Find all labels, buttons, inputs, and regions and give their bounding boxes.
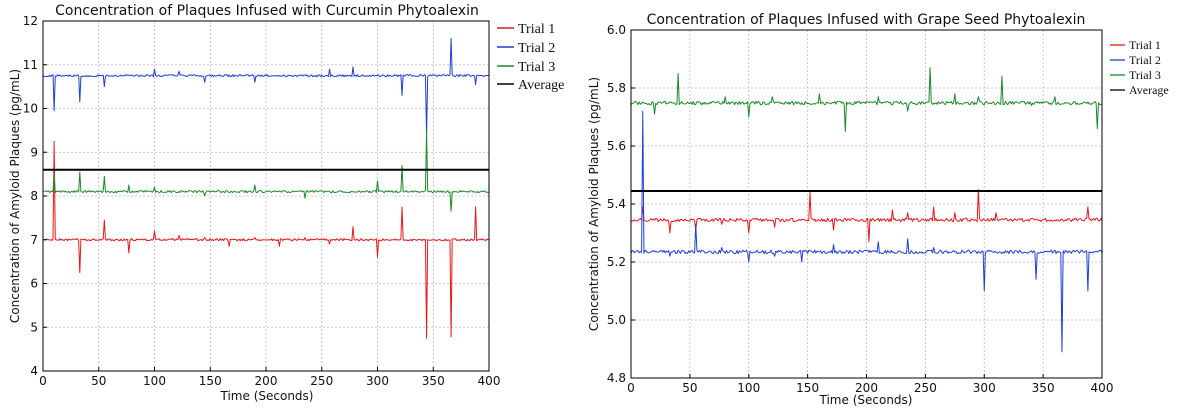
x-tick-label: 400 [1091, 381, 1114, 395]
y-tick-label: 7 [30, 233, 38, 247]
y-tick-label: 5.0 [607, 313, 626, 327]
legend-label-trial-1: Trial 1 [518, 22, 555, 37]
legend-label-average: Average [1129, 83, 1169, 97]
y-tick-label: 8 [30, 189, 38, 203]
series-line-trial-1 [42, 140, 490, 339]
legend-label-trial-2: Trial 2 [1129, 53, 1161, 67]
y-tick-label: 6 [30, 277, 38, 291]
legend: Trial 1 Trial 2 Trial 3 Average [497, 22, 564, 93]
x-tick-label: 150 [796, 381, 819, 395]
x-tick-label: 400 [478, 374, 501, 388]
x-tick-label: 50 [682, 381, 697, 395]
legend-label-trial-2: Trial 2 [518, 41, 555, 56]
y-axis-label: Concentration of Amyloid Plaques (pg/mL) [587, 77, 601, 331]
y-ticks: 4.8 5.0 5.2 5.4 5.6 5.8 6.0 [607, 23, 635, 385]
legend-label-trial-1: Trial 1 [1129, 38, 1161, 52]
chart-title: Concentration of Plaques Infused with Cu… [55, 3, 479, 19]
y-axis-label: Concentration of Amyloid Plaques (pg/mL) [8, 69, 22, 323]
x-ticks: 0 50 100 150 200 250 300 350 400 [39, 367, 500, 388]
x-tick-label: 0 [627, 381, 635, 395]
x-tick-label: 50 [91, 374, 106, 388]
series-line-trial-2 [42, 38, 490, 136]
series-group [42, 38, 490, 339]
chart-title: Concentration of Plaques Infused with Gr… [647, 12, 1086, 28]
y-tick-label: 12 [23, 14, 38, 28]
grid [631, 30, 1102, 378]
legend-label-average: Average [518, 78, 564, 93]
y-tick-label: 5.2 [607, 255, 626, 269]
series-line-trial-1 [630, 189, 1103, 243]
legend-label-trial-3: Trial 3 [518, 60, 555, 75]
x-tick-label: 350 [1032, 381, 1055, 395]
x-tick-label: 200 [855, 381, 878, 395]
x-tick-label: 200 [255, 374, 278, 388]
y-tick-label: 9 [30, 145, 38, 159]
y-tick-label: 5.4 [607, 197, 626, 211]
y-tick-label: 5.8 [607, 81, 626, 95]
y-ticks: 4 5 6 7 8 9 10 11 12 [23, 14, 47, 378]
curcumin-chart: Concentration of Plaques Infused with Cu… [8, 3, 564, 403]
x-tick-label: 250 [310, 374, 333, 388]
x-tick-label: 350 [422, 374, 445, 388]
x-ticks: 0 50 100 150 200 250 300 350 400 [627, 374, 1113, 395]
x-tick-label: 300 [973, 381, 996, 395]
y-tick-label: 5 [30, 320, 38, 334]
grid [43, 21, 489, 371]
series-line-trial-3 [42, 129, 490, 212]
y-tick-label: 5.6 [607, 139, 626, 153]
y-tick-label: 6.0 [607, 23, 626, 37]
series-line-trial-3 [630, 67, 1103, 132]
series-line-trial-2 [630, 110, 1103, 353]
y-tick-label: 4 [30, 364, 38, 378]
x-axis-label: Time (Seconds) [819, 393, 913, 407]
x-tick-label: 0 [39, 374, 47, 388]
series-group [630, 67, 1103, 353]
grape-seed-chart: Concentration of Plaques Infused with Gr… [587, 12, 1169, 407]
y-tick-label: 11 [23, 58, 38, 72]
y-tick-label: 4.8 [607, 371, 626, 385]
legend: Trial 1 Trial 2 Trial 3 Average [1110, 38, 1169, 97]
x-tick-label: 100 [737, 381, 760, 395]
x-tick-label: 100 [143, 374, 166, 388]
x-tick-label: 250 [914, 381, 937, 395]
x-tick-label: 300 [366, 374, 389, 388]
x-axis-label: Time (Seconds) [220, 389, 314, 403]
legend-label-trial-3: Trial 3 [1129, 68, 1161, 82]
y-tick-label: 10 [23, 102, 38, 116]
x-tick-label: 150 [199, 374, 222, 388]
